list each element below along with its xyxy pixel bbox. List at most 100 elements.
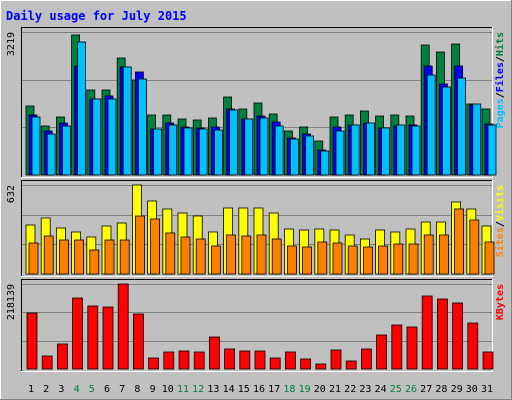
bar-pages-day-31 xyxy=(487,124,497,176)
bar-kbytes-day-25 xyxy=(391,324,403,370)
bar-pages-day-28 xyxy=(441,86,451,176)
bar-sites-day-11 xyxy=(180,236,191,275)
legend-pages: Pages xyxy=(495,98,506,128)
bar-kbytes-day-27 xyxy=(421,295,433,370)
panel-top-legend: Pages/Files/Hits xyxy=(494,32,506,128)
bar-pages-day-25 xyxy=(396,124,406,176)
legend-sites: Sites xyxy=(494,227,506,257)
bar-kbytes-day-14 xyxy=(224,348,236,370)
bar-sites-day-27 xyxy=(423,234,434,275)
x-tick-label-6: 6 xyxy=(104,384,110,395)
x-tick-label-7: 7 xyxy=(119,384,125,395)
panel-top-max-label: 3219 xyxy=(6,32,17,56)
bar-sites-day-3 xyxy=(59,239,69,275)
bar-kbytes-day-17 xyxy=(269,357,281,370)
bar-kbytes-day-3 xyxy=(57,343,68,370)
panel-bottom-max-label: 218139 xyxy=(6,284,17,320)
x-tick-label-1: 1 xyxy=(28,384,34,395)
chart-title: Daily usage for July 2015 xyxy=(6,9,187,23)
bar-pages-day-9 xyxy=(153,128,163,176)
bar-kbytes-day-10 xyxy=(163,351,175,370)
bar-sites-day-10 xyxy=(165,232,176,275)
bar-pages-day-8 xyxy=(137,78,147,176)
x-tick-label-23: 23 xyxy=(359,384,371,395)
bar-sites-day-8 xyxy=(134,215,145,275)
bar-sites-day-17 xyxy=(271,238,282,275)
x-tick-label-2: 2 xyxy=(43,384,49,395)
bar-kbytes-day-28 xyxy=(436,298,448,370)
x-tick-label-12: 12 xyxy=(192,384,204,395)
bar-sites-day-31 xyxy=(484,241,495,275)
bar-pages-day-21 xyxy=(335,130,345,176)
bar-pages-day-5 xyxy=(92,98,102,176)
bar-sites-day-9 xyxy=(150,218,161,275)
bar-sites-day-14 xyxy=(226,234,237,275)
bar-pages-day-20 xyxy=(320,150,330,176)
x-tick-label-25: 25 xyxy=(390,384,402,395)
bar-kbytes-day-26 xyxy=(406,326,418,370)
bar-sites-day-25 xyxy=(393,243,404,275)
bar-pages-day-19 xyxy=(305,135,315,176)
x-tick-label-9: 9 xyxy=(150,384,156,395)
bar-kbytes-day-2 xyxy=(41,355,53,370)
bar-kbytes-day-23 xyxy=(360,348,372,370)
bar-pages-day-11 xyxy=(183,127,193,176)
bar-sites-day-30 xyxy=(469,219,480,275)
bar-sites-day-5 xyxy=(89,249,100,275)
panel-middle-legend: Sites/Visits xyxy=(494,185,506,257)
bar-kbytes-day-21 xyxy=(330,349,342,370)
bar-kbytes-day-4 xyxy=(72,297,83,370)
bar-pages-day-26 xyxy=(411,125,421,176)
legend-separator: / xyxy=(495,221,506,227)
bar-pages-day-18 xyxy=(289,138,299,176)
bar-kbytes-day-12 xyxy=(193,351,205,370)
x-tick-label-13: 13 xyxy=(207,384,219,395)
x-tick-label-18: 18 xyxy=(283,384,295,395)
legend-files: Files xyxy=(494,62,506,92)
bar-kbytes-day-6 xyxy=(102,306,114,370)
panel-bottom-legend: KBytes xyxy=(495,284,506,320)
x-tick-label-14: 14 xyxy=(223,384,235,395)
bar-pages-day-15 xyxy=(244,118,254,176)
bar-sites-day-2 xyxy=(43,235,54,275)
x-tick-label-21: 21 xyxy=(329,384,341,395)
bar-pages-day-30 xyxy=(472,103,482,176)
bar-pages-day-14 xyxy=(229,109,239,176)
x-tick-label-15: 15 xyxy=(238,384,250,395)
bar-sites-day-29 xyxy=(454,208,465,275)
bar-sites-day-1 xyxy=(28,242,39,275)
bar-kbytes-day-15 xyxy=(239,350,251,370)
bar-kbytes-day-18 xyxy=(284,351,296,370)
legend-separator: / xyxy=(495,56,506,62)
x-tick-label-19: 19 xyxy=(299,384,311,395)
x-tick-label-10: 10 xyxy=(162,384,174,395)
legend-separator: / xyxy=(495,92,506,98)
bar-kbytes-day-8 xyxy=(132,313,144,370)
bar-kbytes-day-13 xyxy=(208,336,220,370)
bar-kbytes-day-5 xyxy=(87,305,99,370)
bar-pages-day-3 xyxy=(62,125,71,176)
bar-pages-day-1 xyxy=(31,116,41,176)
bar-sites-day-23 xyxy=(362,246,373,275)
bar-pages-day-7 xyxy=(122,66,132,176)
x-tick-label-26: 26 xyxy=(405,384,417,395)
x-tick-label-16: 16 xyxy=(253,384,265,395)
bar-pages-day-24 xyxy=(381,127,391,176)
bar-kbytes-day-1 xyxy=(26,312,38,370)
bar-kbytes-day-31 xyxy=(482,351,494,370)
bar-pages-day-29 xyxy=(457,77,467,176)
bar-kbytes-day-22 xyxy=(345,360,357,370)
bar-kbytes-day-19 xyxy=(300,358,312,370)
bar-sites-day-22 xyxy=(347,245,358,275)
bar-sites-day-12 xyxy=(195,238,206,275)
legend-hits: Hits xyxy=(494,32,506,56)
bar-sites-day-16 xyxy=(256,234,267,275)
legend-visits: Visits xyxy=(494,185,506,221)
bar-sites-day-24 xyxy=(378,245,389,275)
bar-pages-day-4 xyxy=(77,41,86,176)
bar-pages-day-27 xyxy=(426,74,436,176)
bar-kbytes-day-11 xyxy=(178,350,190,370)
panel-middle-max-label: 632 xyxy=(6,185,17,203)
bar-kbytes-day-20 xyxy=(315,363,327,370)
